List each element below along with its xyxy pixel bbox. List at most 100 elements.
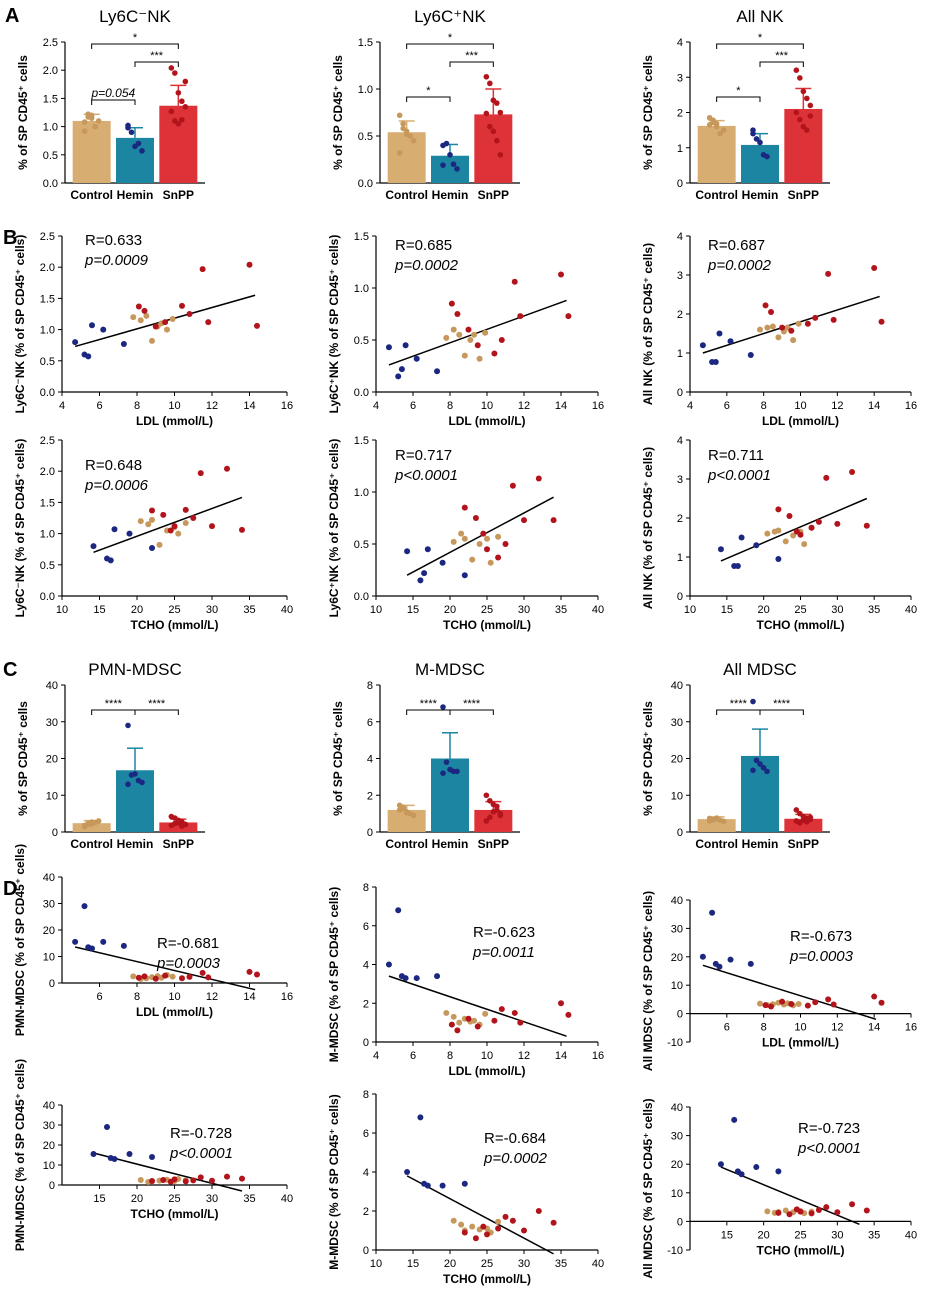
x-tick-label: 6 <box>410 400 416 412</box>
data-point <box>484 1231 490 1238</box>
data-point <box>404 548 411 555</box>
data-point <box>764 153 770 160</box>
significance-label: * <box>426 85 431 97</box>
y-axis-label: % of SP CD45⁺ cells <box>16 701 30 816</box>
x-tick-label: 14 <box>868 1022 880 1034</box>
x-tick-label: Control <box>70 837 113 851</box>
data-point <box>424 1182 431 1189</box>
y-tick-label: 0.5 <box>358 131 373 143</box>
y-tick-label: 1.0 <box>354 283 369 295</box>
x-tick-label: 40 <box>592 1258 604 1270</box>
stat-p: p=0.0009 <box>84 252 149 269</box>
data-point <box>511 278 518 285</box>
data-point <box>804 127 810 133</box>
data-point <box>509 1217 516 1224</box>
data-point <box>760 764 767 771</box>
panel-letter-b: B <box>3 227 17 249</box>
x-tick-label: 16 <box>592 1050 604 1062</box>
data-point <box>471 1017 478 1024</box>
data-point <box>107 557 114 564</box>
data-point <box>502 1213 509 1220</box>
y-tick-label: 2.0 <box>40 466 55 478</box>
data-point <box>558 271 564 278</box>
data-point <box>849 468 856 475</box>
data-point <box>509 482 516 489</box>
data-point <box>815 518 822 525</box>
data-point <box>764 324 771 331</box>
y-tick-label: 2 <box>677 513 683 525</box>
significance-label: *** <box>465 50 479 62</box>
data-point <box>797 1208 804 1215</box>
x-tick-label: 14 <box>555 400 567 412</box>
data-point <box>88 819 95 825</box>
data-point <box>849 1201 856 1208</box>
data-point <box>487 814 493 821</box>
y-tick-label: 0.0 <box>40 387 55 399</box>
x-tick-label: Control <box>385 837 428 851</box>
data-point <box>797 75 803 81</box>
y-tick-label: 40 <box>43 872 55 884</box>
data-point <box>175 89 182 96</box>
x-tick-label: SnPP <box>163 837 194 851</box>
x-tick-label: 14 <box>243 991 255 1003</box>
y-tick-label: -10 <box>667 1245 683 1257</box>
stat-r: R=-0.673 <box>790 928 852 945</box>
y-tick-label: 20 <box>43 925 55 937</box>
data-point <box>186 973 193 980</box>
data-point <box>471 331 478 338</box>
y-tick-label: 4 <box>367 754 373 766</box>
x-tick-label: 25 <box>481 604 493 616</box>
chart-d2: 0 2 4 6 8 4 6 8 10 12 14 16 LDL (mmol/L) M-MDSC (% of… <box>327 882 604 1078</box>
data-point <box>190 1177 197 1184</box>
data-point <box>125 722 131 729</box>
y-tick-label: 2.0 <box>40 262 55 274</box>
y-tick-label: 10 <box>671 790 683 802</box>
data-point <box>413 355 420 362</box>
panel-letter-a: A <box>5 5 19 27</box>
x-tick-label: 12 <box>206 991 218 1003</box>
significance-bracket <box>716 96 761 102</box>
data-point <box>834 1209 841 1216</box>
y-axis-label: All NK (% of SP CD45⁺ cells) <box>641 243 655 405</box>
x-tick-label: 25 <box>168 1193 180 1205</box>
y-tick-label: 2 <box>367 790 373 802</box>
data-point <box>132 771 138 777</box>
bar-control <box>72 120 111 183</box>
data-point <box>495 554 502 561</box>
data-point <box>149 507 155 514</box>
x-tick-label: 10 <box>481 1050 493 1062</box>
y-tick-label: 0.5 <box>43 150 58 162</box>
x-tick-label: 30 <box>206 604 218 616</box>
y-tick-label: 0 <box>52 827 58 839</box>
y-tick-label: 4 <box>677 37 683 49</box>
data-point <box>750 767 756 774</box>
y-tick-label: 0.5 <box>354 335 369 347</box>
data-point <box>224 465 230 472</box>
x-tick-label: 40 <box>592 604 604 616</box>
data-point <box>254 322 260 329</box>
y-axis-label: % of SP CD45⁺ cells <box>331 701 345 816</box>
significance-label: **** <box>420 698 438 710</box>
data-point <box>775 334 782 341</box>
chart-d6: -10 0 10 20 30 40 15 20 25 30 35 40 TCHO (mmol/L) All… <box>641 1098 917 1278</box>
data-point <box>171 1176 178 1183</box>
y-tick-label: 1.0 <box>40 529 55 541</box>
data-point <box>517 313 524 320</box>
data-point <box>458 530 465 537</box>
stat-p: p<0.0001 <box>797 1140 861 1157</box>
bar-snpp <box>784 108 823 183</box>
chart-b1: 0.0 0.5 1.0 1.5 2.0 2.5 4 6 8 10 12 14 16 LDL (mmol/L… <box>13 231 293 428</box>
data-point <box>768 309 775 316</box>
data-point <box>764 768 770 775</box>
data-point <box>149 516 155 523</box>
data-point <box>162 972 169 979</box>
x-tick-label: 20 <box>758 604 770 616</box>
y-tick-label: 1.0 <box>354 487 369 499</box>
y-tick-label: 20 <box>671 1159 683 1171</box>
y-axis-label: M-MDSC (% of SP CD45⁺ cells) <box>327 887 341 1062</box>
x-tick-label: 25 <box>794 604 806 616</box>
significance-bracket <box>716 709 761 715</box>
x-axis-label: TCHO (mmol/L) <box>443 1272 531 1286</box>
data-point <box>521 1227 527 1234</box>
stat-r: R=-0.723 <box>798 1120 860 1137</box>
